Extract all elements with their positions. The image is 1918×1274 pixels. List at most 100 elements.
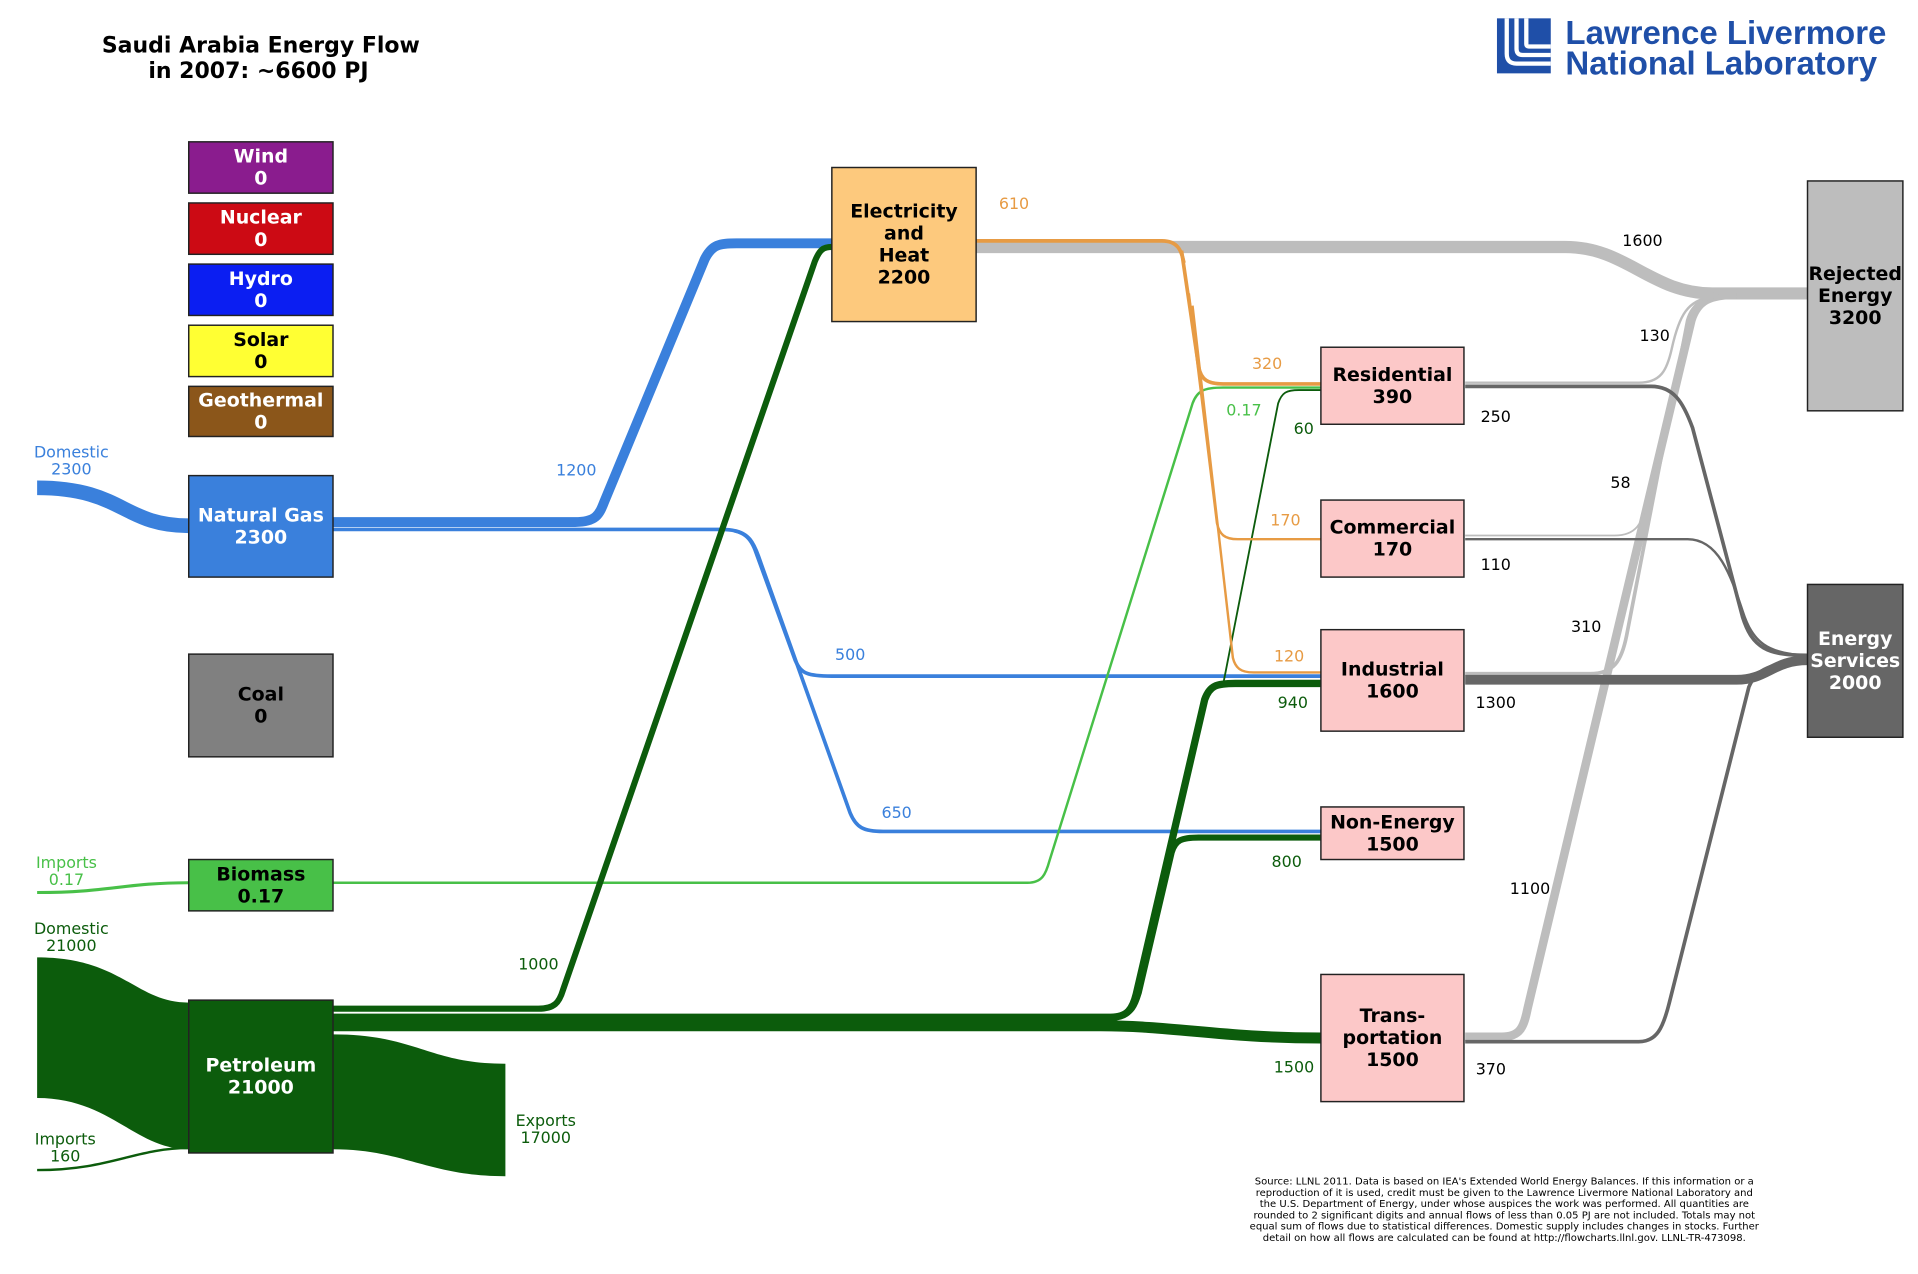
node-value: 0: [254, 412, 267, 434]
node-value: 1500: [1366, 1049, 1419, 1071]
flow-label-biomass-to-residential: 0.17: [1226, 401, 1261, 420]
node-label: Wind: [234, 146, 288, 168]
title-line-2: in 2007: ~6600 PJ: [148, 59, 368, 84]
footnote-line: the U.S. Department of Energy, under who…: [1260, 1199, 1749, 1210]
flow-petroleum-to-residential: [1222, 389, 1321, 685]
title-line-1: Saudi Arabia Energy Flow: [102, 34, 420, 59]
llnl-logo: Lawrence Livermore National Laboratory: [1496, 14, 1886, 82]
nodes: Wind0Nuclear0Hydro0Solar0Geothermal0Natu…: [187, 141, 1904, 1154]
node-value: 0: [254, 706, 267, 728]
node-label: Energy: [1818, 628, 1893, 650]
flow-gas-to-nonenergy: [733, 528, 1321, 834]
node-label: Trans-: [1360, 1005, 1426, 1027]
flow-industrial-to-services: [1465, 655, 1808, 685]
flow-biomass-to-residential: [333, 386, 1321, 884]
node-box: [1320, 973, 1465, 1103]
node-label: and: [884, 223, 924, 245]
flow-label-biomass-imports: 0.17: [49, 870, 84, 889]
node-box: [1320, 806, 1465, 861]
node-label: Residential: [1332, 364, 1452, 386]
node-box: [1806, 180, 1904, 412]
flow-label-petro-exports: Exports: [516, 1111, 576, 1130]
flow-petroleum-to-transport: [333, 1020, 1321, 1044]
node-label: Solar: [233, 329, 289, 351]
node-label: Heat: [879, 245, 930, 267]
node-box: [187, 999, 334, 1154]
node-label: Natural Gas: [198, 504, 324, 526]
node-box: [187, 858, 334, 912]
node-box: [187, 474, 334, 578]
node-label: Rejected: [1808, 263, 1901, 285]
flow-label-petro-to-nonenergy: 800: [1272, 852, 1302, 871]
flow-label-elec-to-rejected: 1600: [1622, 231, 1662, 250]
logo-line-1: Lawrence Livermore: [1565, 14, 1886, 51]
node-value: 21000: [228, 1077, 294, 1099]
node-value: 2200: [878, 267, 931, 289]
footnote-line: detail on how all flows are calculated c…: [1263, 1233, 1746, 1244]
flow-label-petro-domestic: Domestic: [34, 919, 109, 938]
flow-label-petro-imports: 160: [50, 1147, 80, 1166]
flow-label-elec-out: 610: [999, 194, 1029, 213]
flow-petroleum-exports: [333, 1034, 506, 1177]
node-label: Services: [1810, 650, 1900, 672]
flow-label-ind-to-services: 1300: [1476, 693, 1516, 712]
flow-label-gas-domestic: 2300: [51, 459, 91, 478]
flow-gas-domestic: [37, 480, 189, 534]
flow-label-elec-to-industrial: 120: [1274, 646, 1304, 665]
node-label: Commercial: [1330, 517, 1456, 539]
flow-commercial-to-rejected: [1465, 315, 1693, 537]
footnote-line: equal sum of flows due to statistical di…: [1250, 1222, 1760, 1233]
flow-label-ind-to-rejected: 310: [1571, 617, 1601, 636]
flow-gas-to-elec: [333, 238, 832, 527]
node-box: [1320, 499, 1465, 578]
node-value: 0: [254, 168, 267, 190]
flow-label-biomass-imports: Imports: [36, 853, 97, 872]
node-box: [187, 653, 334, 758]
node-box: [187, 141, 334, 194]
node-value: 390: [1373, 386, 1413, 408]
flow-gas-to-industrial: [333, 527, 1321, 678]
flow-label-petro-imports: Imports: [35, 1129, 96, 1148]
node-box: [1806, 583, 1904, 738]
flow-elec-to-industrial: [1191, 305, 1321, 674]
flow-label-res-to-services: 250: [1481, 407, 1511, 426]
flow-label-gas-domestic: Domestic: [34, 442, 109, 461]
node-label: Petroleum: [206, 1055, 317, 1077]
node-value: 170: [1373, 539, 1413, 561]
flow-label-gas-to-industrial: 500: [835, 645, 865, 664]
node-label: Biomass: [216, 863, 305, 885]
node-label: Nuclear: [220, 207, 303, 229]
node-label: Coal: [238, 684, 284, 706]
flow-petroleum-to-nonenergy: [1118, 834, 1321, 1020]
flow-label-petro-domestic: 21000: [46, 936, 97, 955]
flow-label-trans-to-rejected: 1100: [1510, 879, 1550, 898]
node-box: [187, 263, 334, 317]
flow-label-petro-exports: 17000: [520, 1128, 571, 1147]
node-value: 1500: [1366, 833, 1419, 855]
flows: [37, 238, 1808, 1177]
flow-label-petro-to-elec: 1000: [518, 955, 558, 974]
node-box: [1320, 628, 1465, 732]
node-box: [187, 324, 334, 378]
node-label: portation: [1343, 1027, 1443, 1049]
node-value: 1600: [1366, 681, 1419, 703]
flow-label-com-to-services: 110: [1481, 555, 1511, 574]
node-label: Industrial: [1341, 659, 1444, 681]
flow-label-petro-to-industrial: 940: [1278, 693, 1308, 712]
node-label: Geothermal: [198, 390, 323, 412]
flow-commercial-to-services: [1465, 537, 1808, 657]
